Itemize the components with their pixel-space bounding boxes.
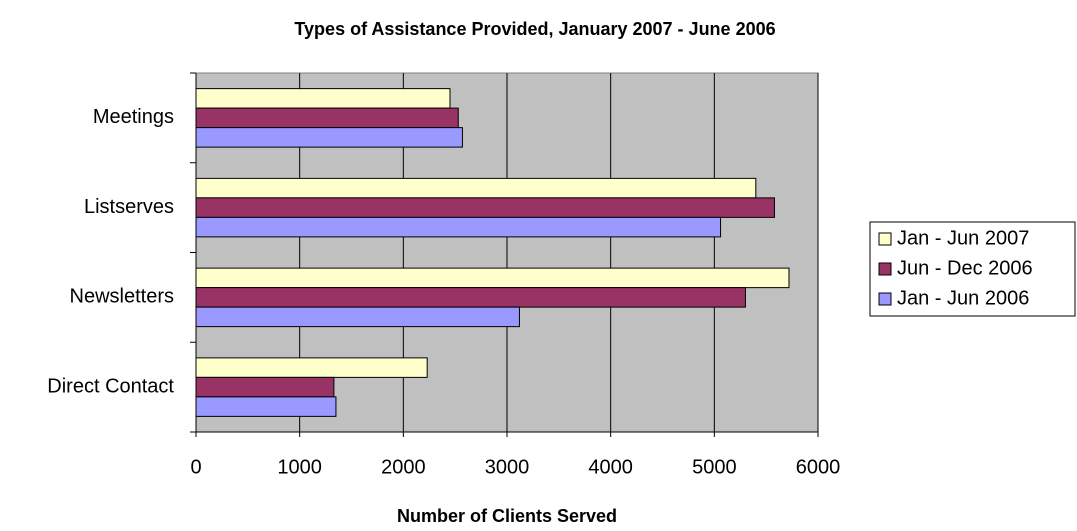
y-tick-label: Meetings [93, 106, 174, 128]
legend-label: Jan - Jun 2007 [897, 227, 1029, 249]
bar [195, 88, 451, 109]
y-tick-label: Direct Contact [47, 375, 174, 397]
legend-swatch [878, 292, 892, 306]
legend-swatch [878, 262, 892, 276]
bar [195, 216, 722, 238]
x-tick-label: 5000 [692, 456, 737, 478]
bar [195, 197, 775, 218]
bar [195, 127, 463, 148]
bar [195, 306, 520, 328]
bar [195, 376, 335, 398]
x-tick-label: 2000 [381, 456, 426, 478]
x-axis-label: Number of Clients Served [397, 506, 617, 526]
legend-label: Jan - Jun 2006 [897, 287, 1029, 309]
legend-box [869, 221, 1076, 317]
legend-swatch [878, 232, 892, 246]
bar [195, 287, 746, 308]
x-tick-label: 6000 [796, 456, 841, 478]
bar [195, 107, 459, 129]
y-tick-label: Listserves [84, 196, 174, 218]
bar [195, 357, 428, 378]
x-tick-label: 4000 [588, 456, 633, 478]
bar [195, 396, 337, 417]
bar [195, 177, 757, 199]
bar [195, 267, 790, 289]
x-tick-label: 1000 [277, 456, 322, 478]
chart-title: Types of Assistance Provided, January 20… [294, 19, 775, 39]
legend-label: Jun - Dec 2006 [897, 257, 1033, 279]
x-tick-label: 0 [190, 456, 201, 478]
x-tick-label: 3000 [485, 456, 530, 478]
y-tick-label: Newsletters [70, 286, 174, 308]
